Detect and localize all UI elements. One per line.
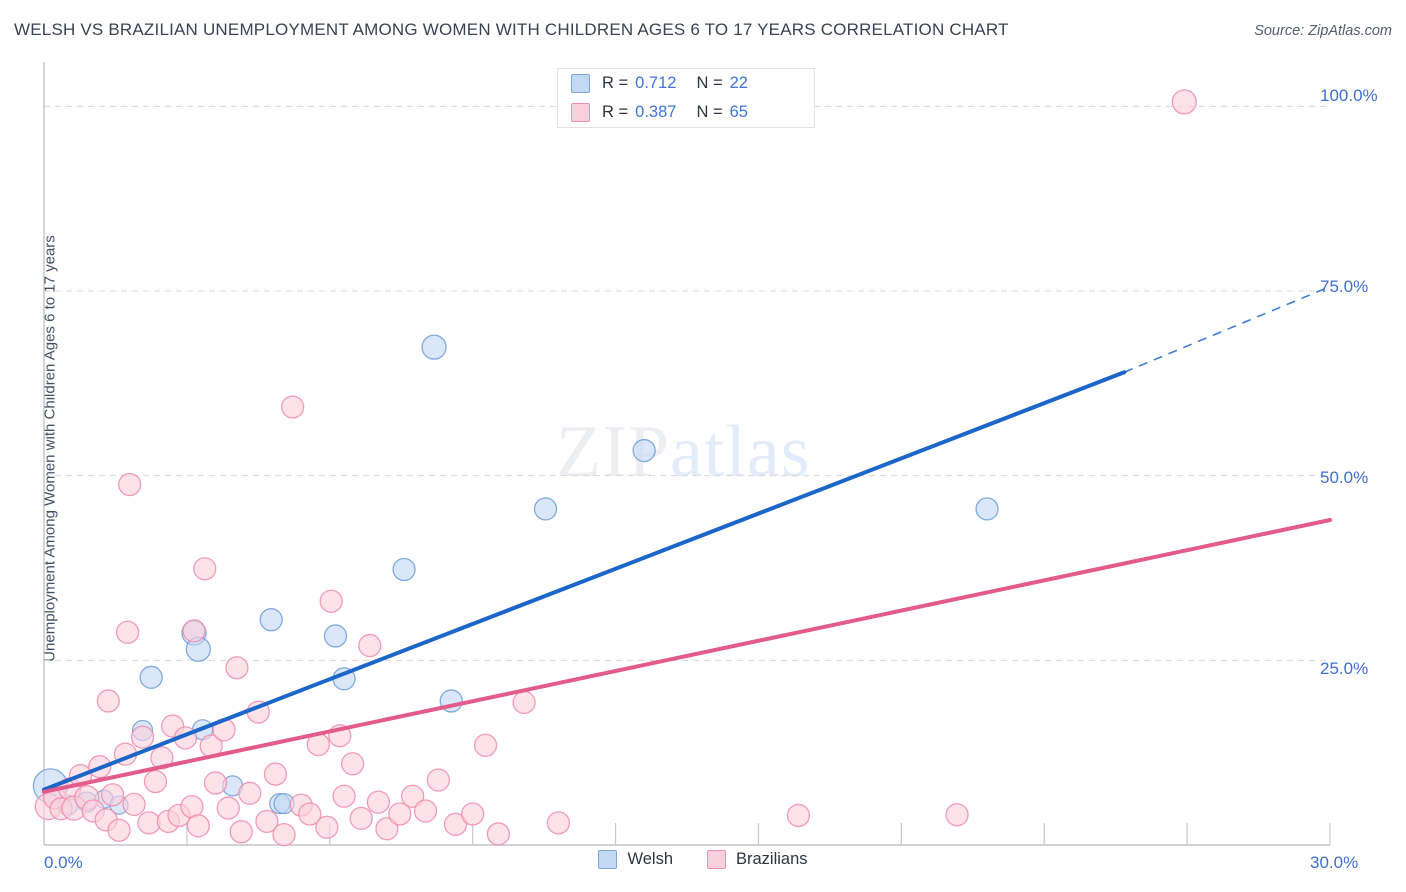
scatter-points-group bbox=[32, 89, 1197, 847]
brazilians-n-value: 65 bbox=[729, 103, 748, 121]
correlation-stats-legend: R = 0.712 N = 22 R = 0.387 N = 65 bbox=[557, 68, 815, 128]
y-tick-25: 25.0% bbox=[1320, 659, 1369, 678]
data-point[interactable] bbox=[100, 783, 125, 807]
welsh-n-value: 22 bbox=[729, 74, 748, 92]
y-tick-75: 75.0% bbox=[1320, 277, 1369, 296]
data-point[interactable] bbox=[229, 820, 253, 844]
data-point[interactable] bbox=[259, 608, 283, 632]
data-point[interactable] bbox=[96, 689, 120, 713]
data-point[interactable] bbox=[332, 784, 356, 808]
welsh-r-value: 0.712 bbox=[635, 74, 677, 92]
legend-item-welsh[interactable]: Welsh bbox=[598, 850, 673, 869]
page-title: WELSH VS BRAZILIAN UNEMPLOYMENT AMONG WO… bbox=[14, 20, 1009, 39]
data-point[interactable] bbox=[546, 811, 571, 835]
data-point[interactable] bbox=[182, 619, 206, 643]
legend-item-brazilians[interactable]: Brazilians bbox=[707, 850, 808, 869]
x-tick-min: 0.0% bbox=[44, 853, 83, 872]
y-tick-100: 100.0% bbox=[1320, 86, 1378, 105]
data-point[interactable] bbox=[512, 690, 536, 715]
trendline-welsh bbox=[42, 370, 1127, 792]
data-point[interactable] bbox=[366, 790, 391, 814]
trendline-welsh-extension bbox=[1123, 285, 1331, 373]
welsh-r-label: R = bbox=[602, 74, 629, 92]
welsh-swatch-icon bbox=[571, 74, 590, 93]
data-point[interactable] bbox=[272, 823, 296, 847]
brazilians-swatch-icon bbox=[571, 103, 590, 122]
data-point[interactable] bbox=[975, 497, 999, 521]
data-point[interactable] bbox=[461, 802, 485, 826]
brazilians-r-value: 0.387 bbox=[635, 103, 677, 121]
data-point[interactable] bbox=[203, 771, 228, 795]
data-point[interactable] bbox=[263, 762, 288, 786]
data-point[interactable] bbox=[319, 589, 343, 613]
data-point[interactable] bbox=[786, 803, 811, 828]
data-point[interactable] bbox=[1171, 89, 1197, 115]
data-point[interactable] bbox=[533, 497, 558, 521]
x-tick-max: 30.0% bbox=[1310, 853, 1359, 872]
data-point[interactable] bbox=[280, 395, 305, 419]
data-point[interactable] bbox=[225, 656, 249, 680]
data-point[interactable] bbox=[358, 633, 382, 658]
data-point[interactable] bbox=[486, 822, 511, 846]
data-point[interactable] bbox=[130, 725, 155, 749]
data-point[interactable] bbox=[139, 665, 163, 689]
data-point[interactable] bbox=[107, 818, 131, 842]
series-legend: Welsh Brazilians bbox=[0, 850, 1406, 869]
legend-welsh-label: Welsh bbox=[627, 850, 673, 868]
data-point[interactable] bbox=[118, 472, 142, 497]
data-point[interactable] bbox=[315, 815, 339, 839]
data-point[interactable] bbox=[122, 792, 146, 817]
data-point[interactable] bbox=[375, 817, 399, 841]
data-point[interactable] bbox=[115, 620, 140, 644]
data-point[interactable] bbox=[945, 803, 969, 827]
data-point[interactable] bbox=[473, 733, 498, 757]
data-point[interactable] bbox=[401, 784, 425, 808]
y-tick-50: 50.0% bbox=[1320, 468, 1369, 487]
source-attribution: Source: ZipAtlas.com bbox=[1254, 23, 1392, 39]
data-point[interactable] bbox=[632, 438, 656, 463]
legend-welsh-swatch-icon bbox=[598, 850, 618, 869]
data-point[interactable] bbox=[143, 769, 168, 794]
data-point[interactable] bbox=[298, 802, 322, 826]
data-point[interactable] bbox=[255, 809, 279, 834]
data-point[interactable] bbox=[238, 781, 262, 805]
data-point[interactable] bbox=[421, 334, 447, 360]
data-point[interactable] bbox=[392, 557, 416, 582]
stats-row-welsh: R = 0.712 N = 22 bbox=[558, 69, 814, 98]
data-point[interactable] bbox=[413, 799, 438, 823]
data-point[interactable] bbox=[216, 796, 240, 820]
stats-row-brazilians: R = 0.387 N = 65 bbox=[558, 98, 814, 127]
data-point[interactable] bbox=[323, 624, 348, 648]
data-point[interactable] bbox=[186, 814, 210, 838]
data-point[interactable] bbox=[349, 806, 373, 831]
data-point[interactable] bbox=[193, 557, 217, 581]
data-point[interactable] bbox=[340, 752, 365, 776]
brazilians-r-label: R = bbox=[602, 103, 629, 121]
series-points-brazilians bbox=[34, 89, 1197, 847]
brazilians-n-label: N = bbox=[696, 103, 723, 121]
data-point[interactable] bbox=[443, 812, 468, 836]
welsh-n-label: N = bbox=[696, 74, 723, 92]
data-point[interactable] bbox=[137, 811, 161, 835]
legend-brazilians-label: Brazilians bbox=[736, 850, 808, 868]
trendline-brazilians bbox=[42, 517, 1332, 794]
data-point[interactable] bbox=[426, 768, 451, 792]
data-point[interactable] bbox=[388, 802, 412, 826]
legend-brazilians-swatch-icon bbox=[707, 850, 726, 869]
